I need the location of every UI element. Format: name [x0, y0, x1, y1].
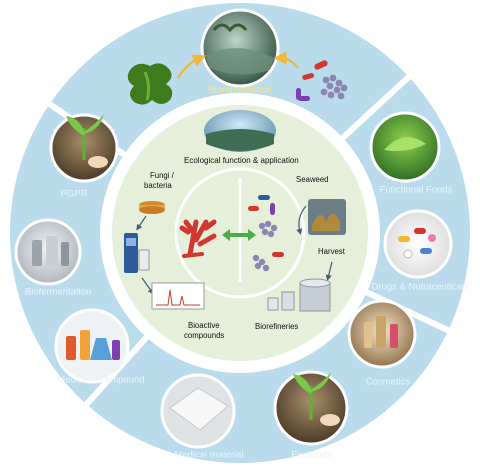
- chromatogram-icon: [151, 282, 205, 310]
- fertilizers-photo: [273, 370, 349, 446]
- pgpr-photo: [49, 113, 119, 183]
- label-ecological-function: Ecological function & application: [184, 156, 299, 165]
- label-bioactive: Bioactive: [188, 321, 220, 330]
- inner-microbes-icon: [248, 195, 284, 272]
- arrow-seaweed: [296, 205, 307, 235]
- instrument-icon: [124, 233, 150, 273]
- label-drugs-nutraceuticals: Drugs & Nutraceuticals: [371, 281, 469, 293]
- label-biorefineries: Biorefineries: [255, 322, 299, 331]
- arrow-petri-to-instrument: [136, 215, 147, 231]
- biofermentation-photo: [14, 218, 82, 286]
- biorefinery-icon: [267, 278, 331, 312]
- arrow-right-yellow: [273, 51, 299, 69]
- medical-material-photo: [160, 373, 236, 449]
- arrow-instrument-to-chromatogram: [141, 277, 154, 295]
- drugs-photo: [383, 209, 453, 279]
- bioremediation-photo: [200, 8, 280, 88]
- arrow-harvest: [325, 261, 333, 281]
- core-inner-ring: [174, 167, 306, 299]
- label-fertilizers: Fertilizers: [291, 449, 333, 461]
- label-seaweed: Seaweed: [296, 175, 329, 184]
- label-biofermentation: Biofermentation: [24, 286, 92, 298]
- medicinal-compound-photo: [54, 308, 130, 384]
- label-cosmetics: Cosmetics: [365, 376, 411, 388]
- bacteria-icon: [296, 60, 348, 101]
- functional-foods-photo: [369, 111, 441, 183]
- seaweed-photo: [308, 199, 346, 235]
- label-medical-material: Medical material: [174, 449, 244, 461]
- cosmetics-photo: [347, 299, 417, 369]
- label-harvest: Harvest: [318, 247, 345, 256]
- arrow-left-yellow: [177, 54, 207, 79]
- label-medicinal-compound: Medicinal compound: [57, 374, 145, 386]
- label-bacteria: bacteria: [144, 181, 172, 190]
- label-pgpr: PGPR: [60, 188, 88, 200]
- label-compounds: compounds: [184, 331, 225, 340]
- double-arrow: [222, 229, 256, 241]
- seaweed-icon: [127, 63, 173, 105]
- label-fungi: Fungi /: [150, 171, 174, 180]
- label-functional-foods: Functional Foods: [379, 184, 453, 196]
- coral-icon: [179, 219, 217, 258]
- inner-top-photo: [204, 110, 276, 152]
- petri-dish-icon: [139, 201, 165, 214]
- label-bioremediation: Bioremediation: [208, 84, 272, 96]
